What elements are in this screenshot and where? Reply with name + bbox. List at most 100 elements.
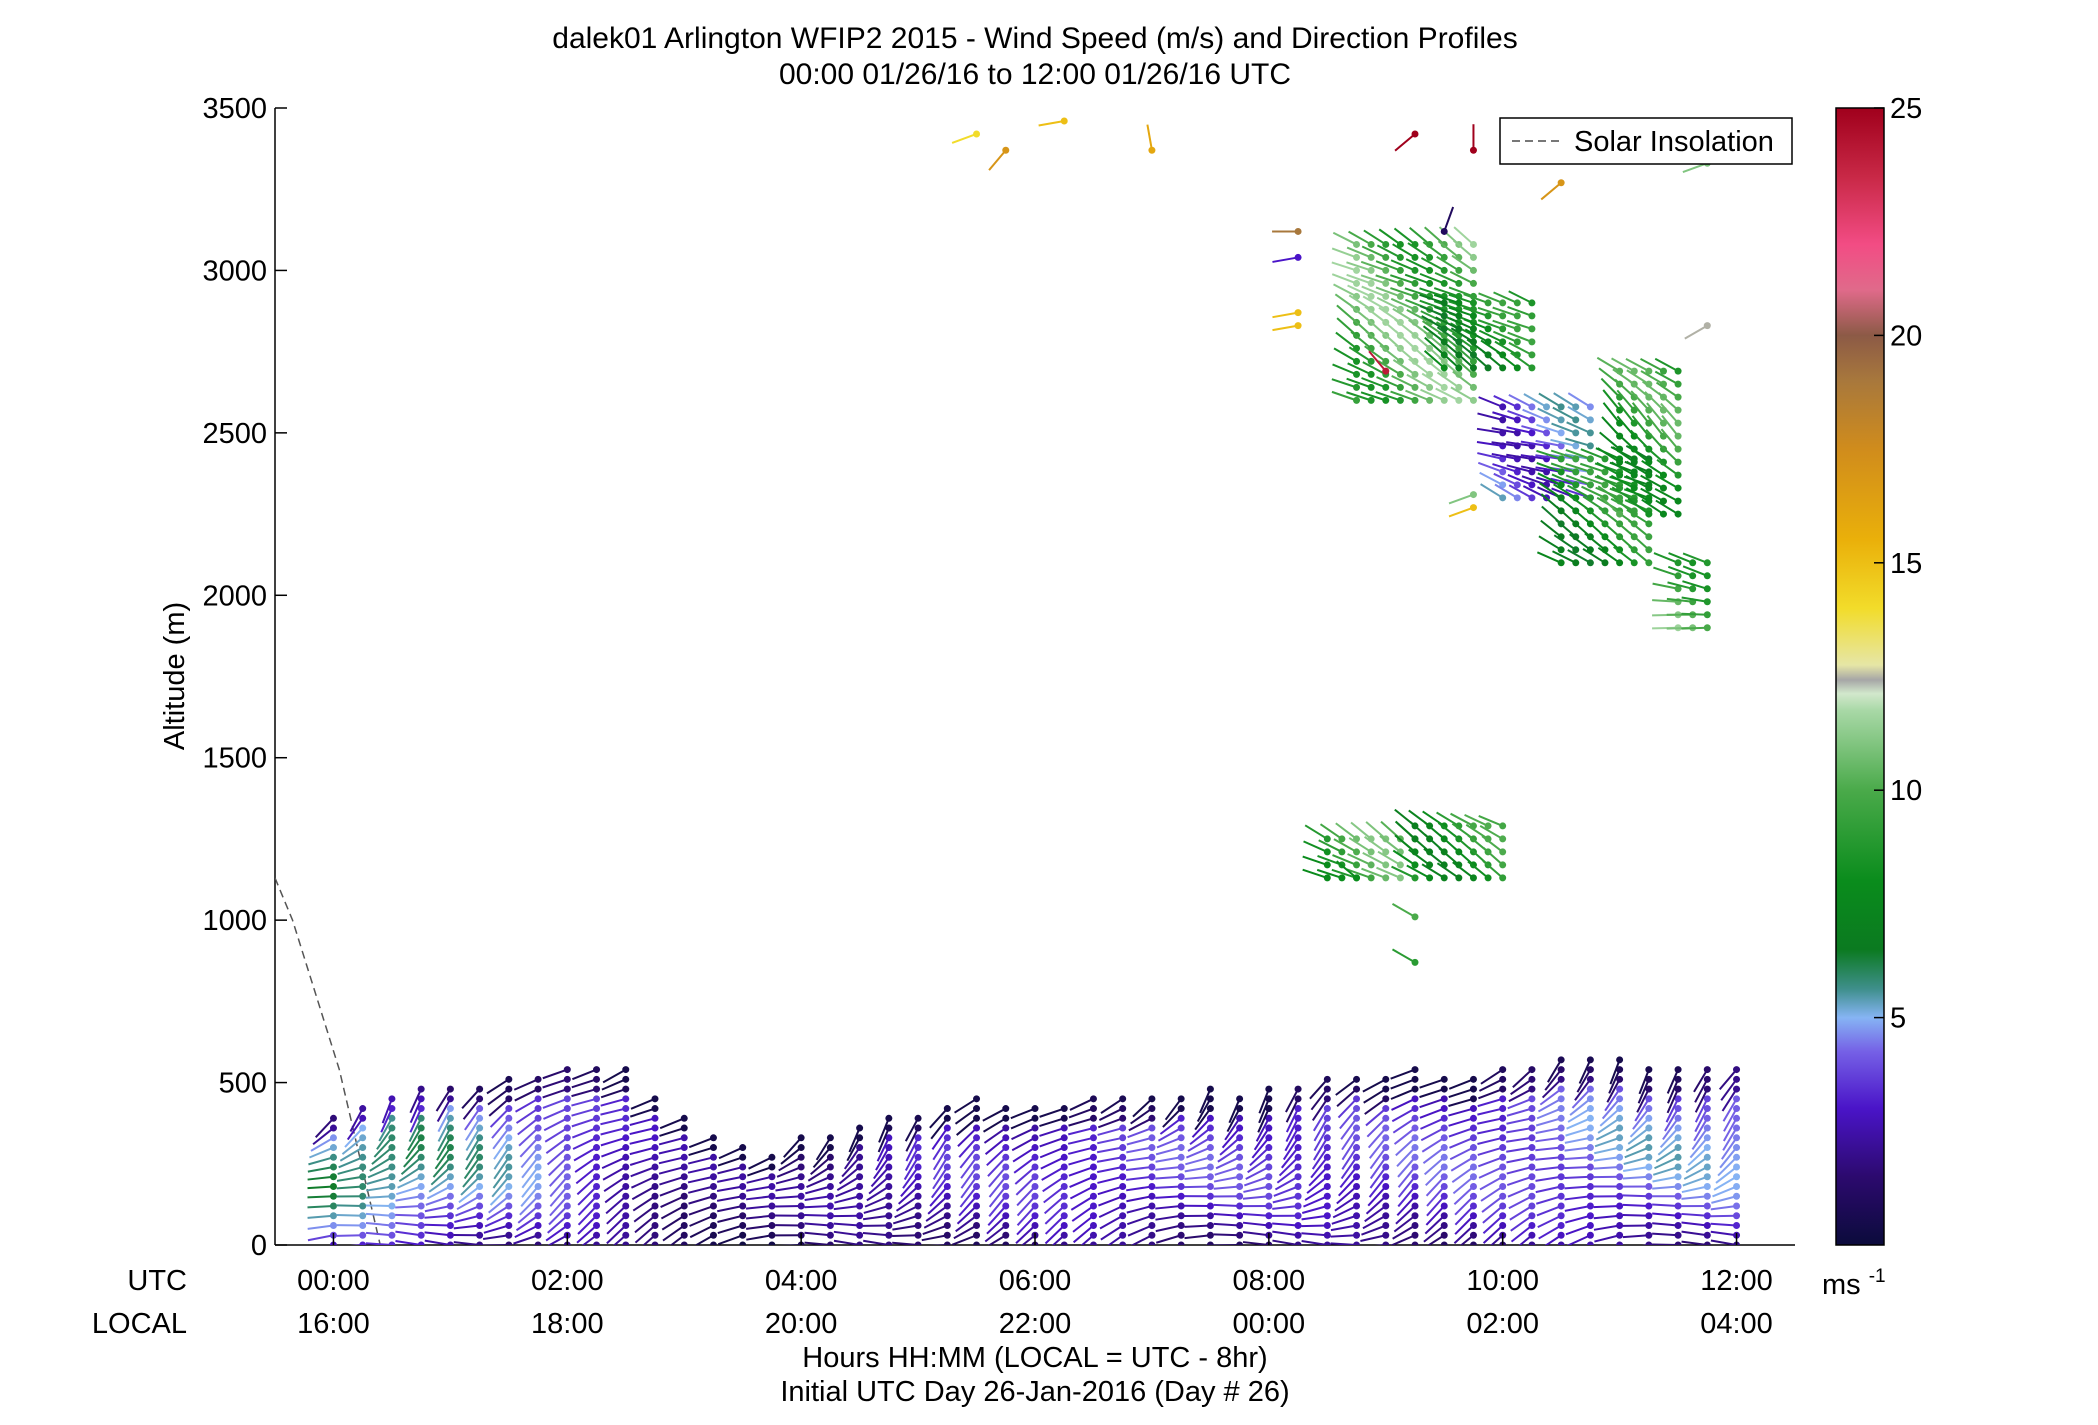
- wind-barb-staff: [629, 1136, 656, 1145]
- wind-barb-dot: [1733, 1066, 1741, 1074]
- wind-barb-dot: [1002, 1231, 1010, 1239]
- wind-barb-staff: [465, 1137, 481, 1161]
- wind-barb-dot: [1572, 403, 1580, 411]
- wind-barb-staff: [1397, 1156, 1416, 1178]
- wind-barb-dot: [359, 1114, 367, 1122]
- wind-barb-dot: [1557, 1202, 1565, 1210]
- wind-barb-staff: [1694, 1098, 1709, 1123]
- wind-barb-dot: [1528, 312, 1536, 320]
- wind-barb-staff: [606, 1224, 627, 1245]
- wind-barb-dot: [1499, 1192, 1507, 1200]
- wind-barb-dot: [1528, 1066, 1536, 1074]
- wind-barb-staff: [381, 1098, 393, 1124]
- wind-barb-staff: [955, 1214, 978, 1233]
- wind-barb-dot: [1089, 1114, 1097, 1122]
- wind-barb-staff: [349, 1108, 364, 1132]
- wind-barb-staff: [1710, 1222, 1737, 1227]
- wind-barb-staff: [1155, 1214, 1182, 1221]
- wind-barb-staff: [1347, 284, 1372, 298]
- wind-barb-dot: [1674, 1105, 1682, 1113]
- wind-barb-staff: [1449, 270, 1474, 285]
- wind-barb-dot: [1294, 1095, 1302, 1103]
- wind-barb-staff: [1376, 866, 1401, 879]
- wind-barb-dot: [1002, 1153, 1010, 1161]
- wind-barb-dot: [1469, 1183, 1477, 1191]
- wind-barb-staff: [988, 1176, 1007, 1198]
- wind-barb-dot: [476, 1202, 484, 1210]
- wind-barb-staff: [1467, 860, 1489, 879]
- wind-barb-staff: [436, 1137, 452, 1161]
- wind-barb-dot: [885, 1212, 893, 1220]
- wind-barb-dot: [1323, 1153, 1331, 1161]
- wind-barb-dot: [1353, 370, 1361, 378]
- wind-barb-staff: [1448, 1078, 1474, 1090]
- colorbar-unit: ms -1: [1822, 1266, 1886, 1301]
- wind-barb-dot: [709, 1163, 717, 1171]
- wind-barb-staff: [1622, 1166, 1649, 1173]
- wind-barb-dot: [973, 1095, 981, 1103]
- wind-barb-staff: [833, 1230, 860, 1237]
- wind-barb-dot: [1323, 1173, 1331, 1181]
- wind-barb-dot: [1557, 1085, 1565, 1093]
- wind-barb-staff: [493, 1146, 510, 1170]
- wind-barb-staff: [1535, 1185, 1562, 1194]
- wind-barb-staff: [1652, 1185, 1679, 1190]
- wind-barb-dot: [914, 1241, 922, 1245]
- wind-barb-dot: [1440, 1202, 1448, 1210]
- wind-barb-staff: [1341, 1137, 1358, 1161]
- wind-barb-dot: [1586, 1183, 1594, 1191]
- wind-barb-dot: [1002, 1212, 1010, 1220]
- wind-barb-dot: [1353, 1124, 1361, 1132]
- wind-barb-dot: [534, 1231, 542, 1239]
- wind-barb-staff: [1646, 415, 1665, 437]
- wind-barb-staff: [395, 1195, 422, 1202]
- wind-barb-dot: [1367, 240, 1375, 248]
- wind-barb-staff: [1016, 1195, 1036, 1217]
- wind-barb-staff: [1098, 1205, 1124, 1219]
- wind-barb-dot: [1586, 1144, 1594, 1152]
- wind-barb-staff: [1530, 1244, 1532, 1245]
- wind-barb-dot: [622, 1212, 630, 1220]
- wind-barb-dot: [1557, 559, 1565, 567]
- wind-barb-dot: [1616, 1183, 1624, 1191]
- wind-barb-dot: [1440, 1183, 1448, 1191]
- wind-barb-dot: [359, 1105, 367, 1113]
- wind-barb-staff: [1303, 1195, 1328, 1208]
- wind-barb-staff: [1535, 1175, 1562, 1182]
- wind-barb-staff: [1178, 1244, 1182, 1245]
- wind-barb-dot: [1513, 494, 1521, 502]
- wind-barb-dot: [1294, 309, 1302, 317]
- wind-barb-staff: [1072, 1224, 1095, 1244]
- wind-barb-dot: [446, 1192, 454, 1200]
- wind-barb-dot: [1236, 1192, 1244, 1200]
- wind-barb-staff: [717, 1234, 744, 1245]
- wind-barb-staff: [1346, 391, 1372, 402]
- wind-barb-dot: [1148, 1212, 1156, 1220]
- wind-barb-staff: [1638, 1069, 1650, 1095]
- wind-barb-staff: [1360, 260, 1387, 272]
- wind-barb-dot: [563, 1114, 571, 1122]
- wind-barb-staff: [960, 1156, 978, 1179]
- wind-barb-staff: [1069, 1185, 1094, 1200]
- wind-barb-dot: [914, 1202, 922, 1210]
- wind-barb-dot: [1469, 491, 1477, 499]
- wind-barb-staff: [1490, 1234, 1504, 1245]
- wind-barb-dot: [1703, 1144, 1711, 1152]
- wind-barb-staff: [1478, 1078, 1504, 1092]
- wind-barb-dot: [1659, 471, 1667, 479]
- wind-barb-dot: [1411, 1095, 1419, 1103]
- wind-barb-staff: [629, 1107, 656, 1118]
- wind-barb-dot: [1645, 1183, 1653, 1191]
- wind-barb-dot: [1440, 1231, 1448, 1239]
- wind-barb-staff: [1632, 1107, 1650, 1130]
- wind-barb-staff: [1522, 408, 1547, 421]
- wind-barb-dot: [1031, 1134, 1039, 1142]
- wind-barb-dot: [1060, 1153, 1068, 1161]
- wind-barb-staff: [1245, 1166, 1270, 1180]
- wind-barb-dot: [1499, 364, 1507, 372]
- wind-barb-staff: [716, 1185, 743, 1193]
- wind-barb-dot: [1572, 416, 1580, 424]
- wind-barb-dot: [1265, 1124, 1273, 1132]
- wind-barb-staff: [1667, 565, 1694, 577]
- wind-barb-dot: [651, 1134, 659, 1142]
